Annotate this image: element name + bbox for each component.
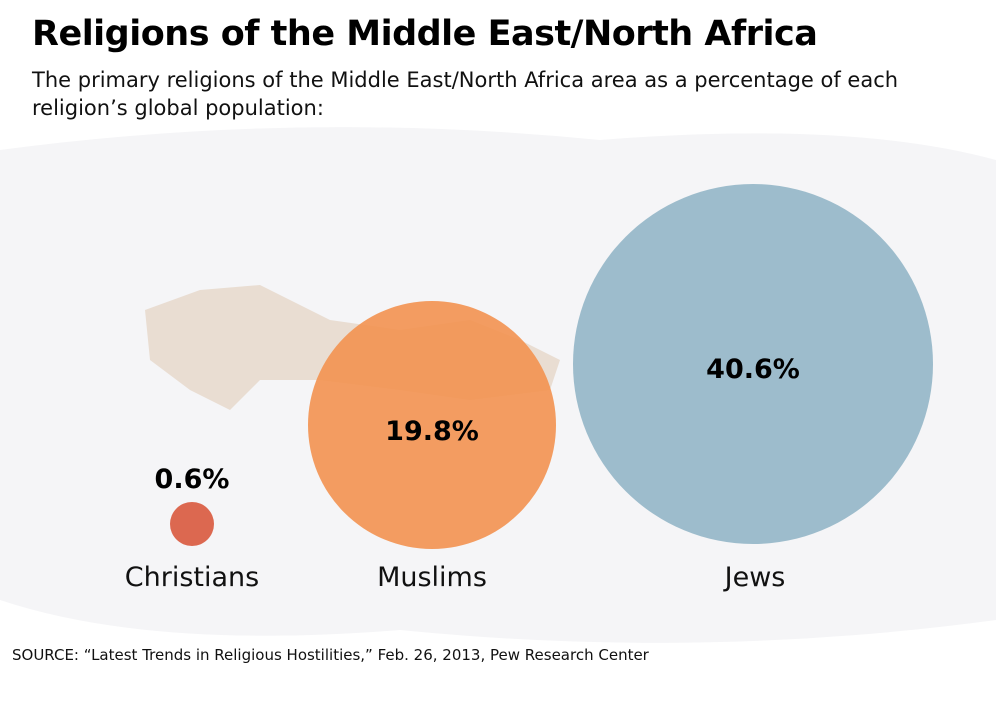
category-label-jews: Jews xyxy=(723,562,786,593)
value-label-jews: 40.6% xyxy=(706,354,800,385)
bubble-muslims xyxy=(308,301,556,549)
chart-subtitle: The primary religions of the Middle East… xyxy=(32,68,899,120)
source-note: SOURCE: “Latest Trends in Religious Host… xyxy=(12,646,649,664)
value-label-muslims: 19.8% xyxy=(385,416,479,447)
bubble-christians xyxy=(170,502,214,546)
category-label-christians: Christians xyxy=(125,562,259,593)
chart-title: Religions of the Middle East/North Afric… xyxy=(32,14,818,54)
category-label-muslims: Muslims xyxy=(377,562,487,593)
value-label-christians: 0.6% xyxy=(155,464,230,495)
bubble-jews xyxy=(573,184,933,544)
